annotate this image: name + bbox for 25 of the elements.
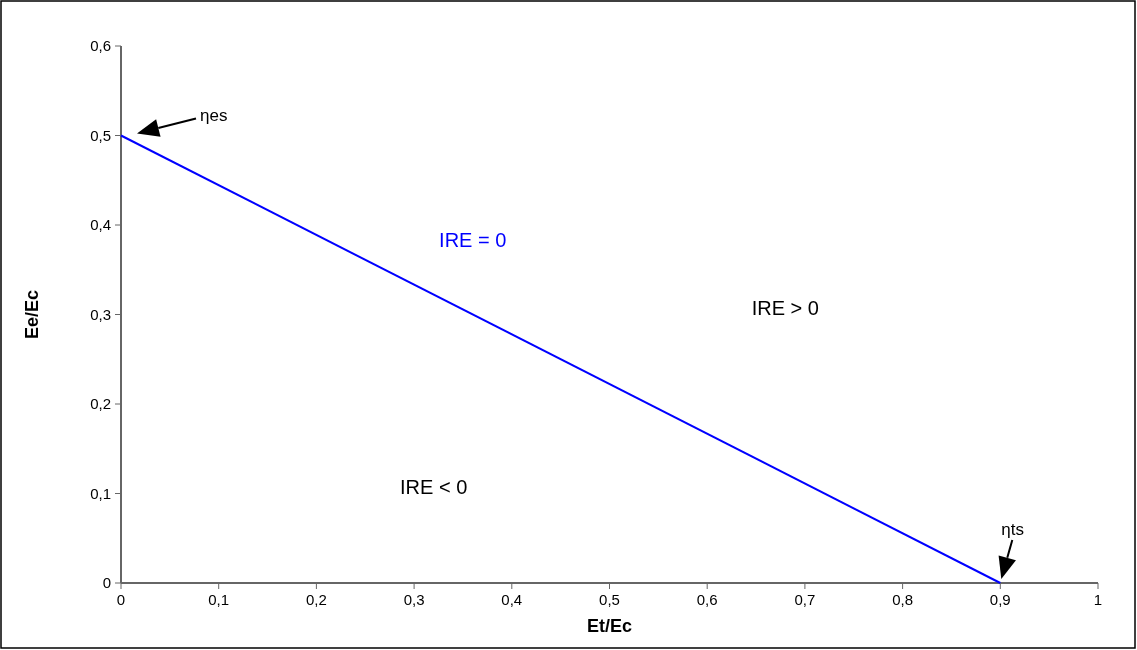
annotation: ηts [1001, 520, 1024, 539]
y-tick-label: 0,5 [90, 126, 111, 144]
annotation: IRE = 0 [439, 229, 507, 252]
x-tick-label: 0,8 [892, 591, 914, 608]
annotation: ηes [200, 106, 228, 126]
y-tick-label: 0,4 [90, 216, 111, 234]
x-tick-label: 0,7 [794, 591, 816, 608]
x-tick-label: 0,2 [305, 591, 327, 608]
x-axis-title: Et/Ec [586, 616, 633, 636]
annotation: IRE < 0 [400, 475, 468, 498]
x-tick-label: 0,5 [599, 591, 620, 608]
y-tick-label: 0,6 [90, 37, 111, 55]
x-tick-label: 0 [116, 591, 126, 608]
x-tick-label: 0,3 [403, 591, 425, 608]
x-tick-label: 0,4 [501, 591, 523, 608]
y-tick-label: 0,1 [90, 484, 111, 502]
x-tick-label: 0,6 [696, 591, 718, 608]
y-tick-label: 0,2 [90, 395, 111, 413]
y-tick-label: 0,3 [90, 305, 111, 323]
y-tick-label: 0 [102, 574, 111, 592]
x-tick-label: 1 [1093, 591, 1103, 608]
y-axis-title: Ee/Ec [22, 289, 42, 340]
annotation: IRE > 0 [751, 296, 819, 319]
x-tick-label: 0,9 [989, 591, 1011, 608]
x-tick-label: 0,1 [208, 591, 230, 608]
